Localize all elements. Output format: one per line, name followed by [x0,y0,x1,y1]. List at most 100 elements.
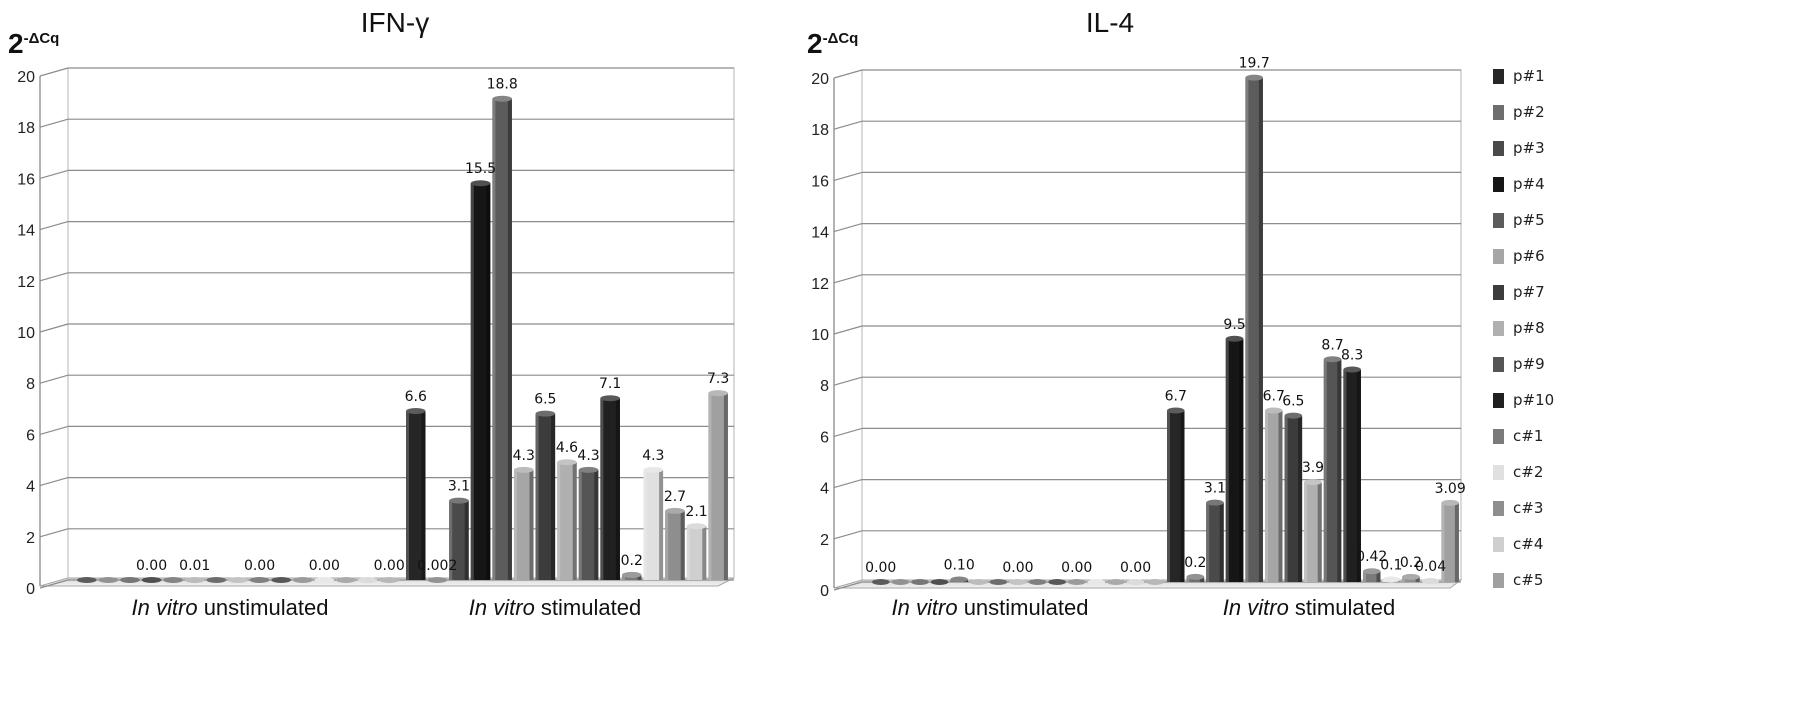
bar-highlight [600,398,604,580]
legend-item: c#4 [1493,534,1543,554]
bar-top [206,577,227,583]
bar-top [872,579,890,585]
bar [1126,579,1145,585]
bar-front [1265,410,1283,582]
bar-front [600,398,620,580]
data-label: 0.00 [1120,560,1151,576]
bar-side [1239,338,1244,582]
data-label: 8.3 [1341,348,1363,364]
legend-item: p#5 [1493,210,1545,230]
bar [1146,579,1164,585]
data-label: 0.10 [944,557,975,573]
bar-highlight [1441,502,1445,582]
bar [1225,335,1244,582]
data-label: 0.01 [179,558,210,574]
bar [379,577,399,583]
bar-front [1343,369,1361,582]
bar [970,579,988,585]
data-label: 2.1 [685,504,707,520]
bar-side [507,98,512,580]
bar-front [1304,482,1322,582]
legend-label: p#10 [1513,391,1555,409]
bar [1441,499,1459,582]
bar-top [1167,407,1185,414]
bar [1323,356,1342,582]
bar-top [293,577,313,583]
bar [1343,366,1361,582]
bar [1186,573,1205,582]
bar-side [637,574,642,580]
bar-highlight [1304,482,1308,582]
y-tick-label: 18 [17,120,35,137]
bar [600,395,620,580]
bar-top [228,577,248,583]
bar-top [1441,499,1459,506]
bar-top [492,95,512,102]
y-tick-label: 16 [17,171,35,188]
legend-item: p#3 [1493,138,1545,158]
bar [1421,577,1440,584]
bar-highlight [1206,502,1210,582]
data-label: 0.00 [309,558,340,574]
y-tick-label: 10 [17,325,35,342]
data-label: 4.3 [642,448,664,464]
bar-front [557,462,577,580]
bar [449,497,469,580]
bar [163,577,183,583]
legend-item: p#1 [1493,66,1545,86]
bar-top [578,466,599,473]
bar-side [1356,369,1361,582]
bar-top [185,577,205,583]
bar-side [1337,359,1342,582]
bar-top [1009,579,1027,585]
gridline-side [39,67,69,77]
legend-label: p#4 [1513,175,1545,193]
bar [643,466,664,580]
bar-side [1180,410,1185,582]
legend-swatch [1493,284,1504,300]
gridline-side [39,579,69,589]
legend-item: p#2 [1493,102,1545,122]
bar-top [514,466,534,473]
bar-top [1048,579,1066,585]
data-label: 15.5 [465,161,496,177]
data-label: 0.2 [621,553,643,569]
data-label: 6.6 [405,389,427,405]
bar-top [336,577,356,583]
legend-item: p#4 [1493,174,1545,194]
data-label: 6.7 [1263,388,1285,404]
bar [622,571,642,580]
gridline-side [833,530,863,540]
bar [293,577,313,583]
gridline-side [39,221,69,231]
bar-highlight [1225,338,1229,582]
bar-top [249,577,270,583]
bar [989,579,1008,585]
bar [535,410,556,580]
back-wall [67,67,735,579]
bar-highlight [470,183,474,580]
bar [665,507,685,580]
bar-top [1225,335,1244,342]
bar [686,523,707,580]
bar [357,577,378,583]
bar-side [615,398,620,580]
data-label: 8.7 [1321,337,1343,353]
bar [1363,568,1381,582]
bar-front [406,411,426,580]
bar-front [1206,502,1224,582]
legend-swatch [1493,572,1504,588]
bar-front [1225,338,1244,582]
bar-front [643,469,664,580]
legend-item: p#8 [1493,318,1545,338]
bar-front [535,413,556,580]
bar-top [535,410,556,417]
bar-top [1284,412,1303,419]
bar-side [486,183,491,580]
bar-top [1245,74,1263,81]
bar [336,577,356,583]
bar-side [1258,77,1263,583]
gridline-side [833,581,863,591]
bar [1107,579,1125,585]
bar-side [1219,502,1224,582]
